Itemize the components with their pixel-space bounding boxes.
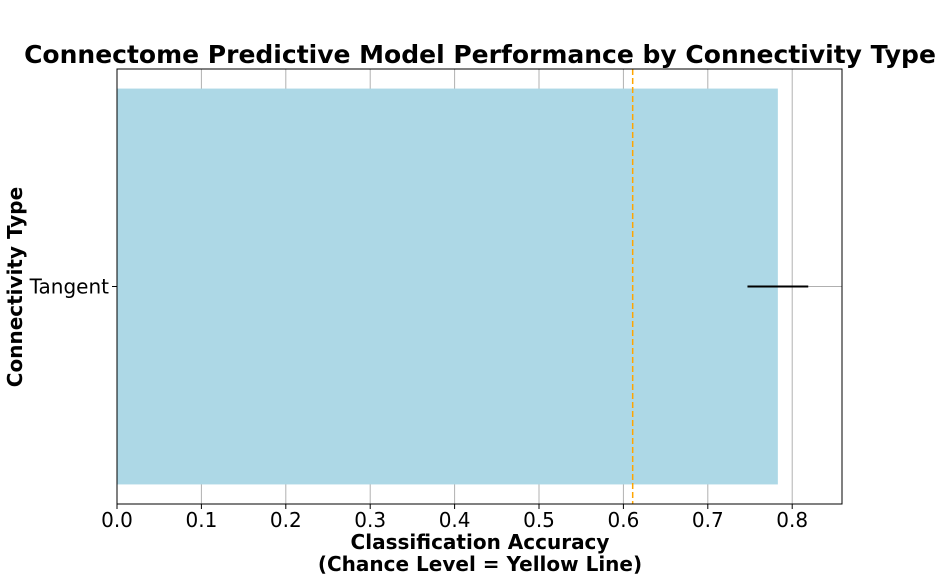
chart-title: Connectome Predictive Model Performance … bbox=[24, 40, 936, 69]
x-tick-label: 0.6 bbox=[607, 508, 639, 532]
y-ticks: Tangent bbox=[29, 275, 117, 299]
bar bbox=[117, 88, 778, 485]
y-tick-label: Tangent bbox=[29, 275, 110, 299]
x-tick-label: 0.0 bbox=[101, 508, 133, 532]
x-ticks: 0.0 0.1 0.2 0.3 0.4 0.5 0.6 0.7 0.8 bbox=[101, 504, 808, 532]
y-axis-label: Connectivity Type bbox=[3, 187, 27, 387]
x-tick-label: 0.2 bbox=[270, 508, 302, 532]
bars-layer bbox=[117, 88, 778, 485]
x-axis-label-line2: (Chance Level = Yellow Line) bbox=[318, 552, 642, 576]
x-tick-label: 0.7 bbox=[692, 508, 724, 532]
x-tick-label: 0.5 bbox=[523, 508, 555, 532]
x-tick-label: 0.1 bbox=[185, 508, 217, 532]
x-tick-label: 0.4 bbox=[439, 508, 471, 532]
x-tick-label: 0.3 bbox=[354, 508, 386, 532]
x-axis-label: Classification Accuracy bbox=[351, 530, 610, 554]
x-tick-label: 0.8 bbox=[776, 508, 808, 532]
